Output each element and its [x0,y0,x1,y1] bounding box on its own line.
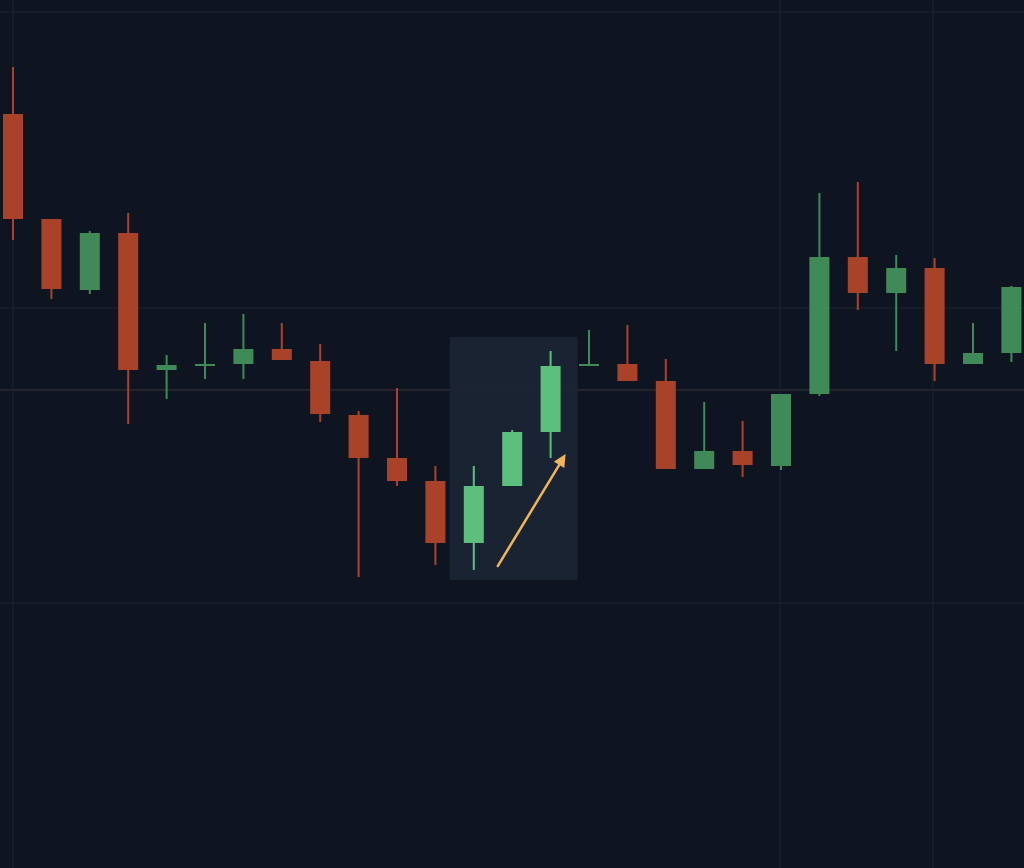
candle-body [540,366,561,432]
bearish-candle [118,213,139,424]
candles [3,67,1022,577]
candle-body [195,364,215,366]
bullish-candle [156,355,177,399]
candle-body [79,233,100,290]
bullish-candle [963,323,983,364]
bearish-candle [348,411,369,577]
bullish-candle [502,430,523,486]
candle-body [348,415,369,458]
candle-body [732,451,753,465]
candle-body [617,364,638,381]
candle-body [579,364,599,366]
candle-body [924,268,945,364]
candle-body [118,233,139,370]
bullish-candle [886,255,907,351]
candle-body [1001,287,1022,353]
candle-body [156,365,177,370]
bearish-candle [310,344,331,422]
bearish-candle [617,325,638,381]
candle-body [310,361,331,414]
candle-body [771,394,791,466]
bullish-candle [463,466,484,570]
bearish-candle [271,323,292,360]
bullish-candle [540,351,561,458]
candle-body [809,257,830,394]
bullish-candle [233,314,254,379]
candle-body [3,114,23,219]
bearish-candle [41,219,62,299]
candle-body [463,486,484,543]
candle-body [425,481,446,543]
bullish-candle [1001,286,1022,362]
candle-body [41,219,62,289]
bullish-candle [579,330,599,366]
arrow-head-icon [553,454,566,468]
bullish-candle [79,231,100,294]
candle-body [694,451,715,469]
bearish-candle [847,182,868,310]
bullish-candle [771,394,791,470]
candle-body [847,257,868,293]
bearish-candle [3,67,23,240]
bullish-candle [694,402,715,469]
bearish-candle [425,466,446,565]
bullish-candle [809,193,830,396]
candle-body [963,353,983,364]
arrow-shaft [496,459,563,568]
candle-body [502,432,523,486]
candle-body [655,381,676,469]
bullish-candle [195,323,215,379]
trend-arrow [496,454,566,568]
candle-body [233,349,254,364]
bearish-candle [732,421,753,477]
bearish-candle [655,359,676,469]
candle-body [387,458,407,481]
bearish-candle [924,258,945,381]
candle-body [271,349,292,360]
candle-body [886,268,907,293]
bearish-candle [387,388,407,486]
